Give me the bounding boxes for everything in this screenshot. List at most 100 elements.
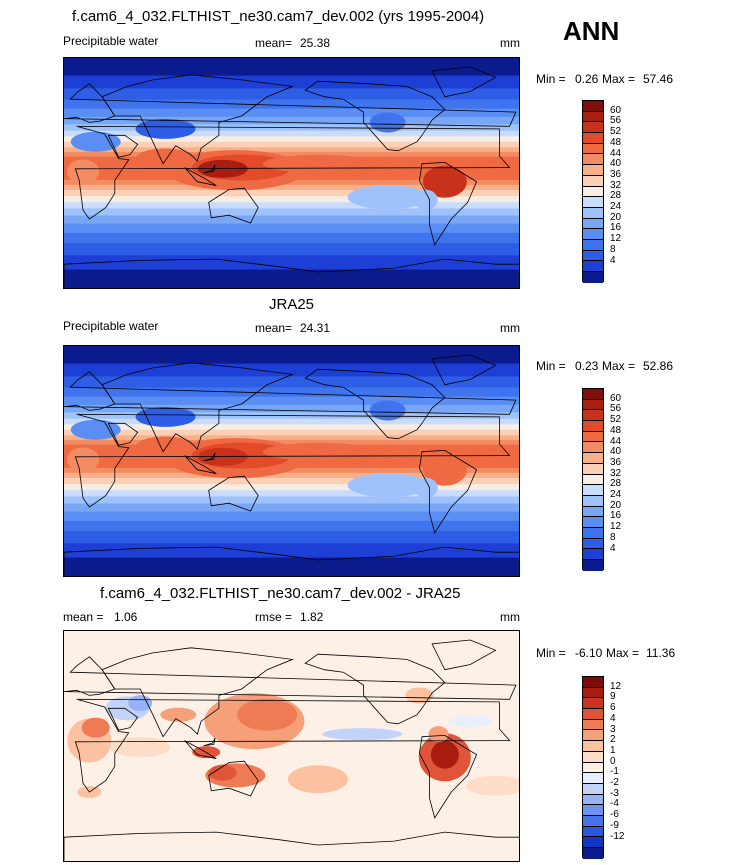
- colorbar-swatch: [583, 826, 603, 838]
- colorbar-tick-label: 52: [610, 126, 622, 138]
- colorbar-swatch: [583, 250, 603, 262]
- colorbar-swatch: [583, 463, 603, 475]
- panel1-max-value: 57.46: [643, 72, 674, 86]
- field-contour-patch: [197, 447, 248, 466]
- colorbar-swatches: [582, 676, 604, 859]
- panel2-units: mm: [500, 321, 520, 335]
- field-contour-patch: [128, 695, 153, 712]
- colorbar-tick-label: -6: [610, 809, 619, 821]
- field-contour-patch: [81, 717, 110, 738]
- colorbar-swatch: [583, 239, 603, 251]
- coastline: [107, 422, 139, 446]
- colorbar-swatch: [583, 186, 603, 198]
- field-contour-patch: [422, 165, 467, 198]
- field-contour-patch: [405, 687, 434, 704]
- colorbar-swatch: [583, 560, 603, 571]
- panel1-min-value: 0.26: [575, 72, 599, 86]
- colorbar-swatch: [583, 698, 603, 710]
- coastline: [418, 161, 478, 246]
- colorbar-swatch: [583, 805, 603, 816]
- colorbar-swatch: [583, 741, 603, 752]
- colorbar-tick-label: 4: [610, 542, 616, 554]
- colorbar-tick-label: 16: [610, 222, 622, 234]
- coastline: [101, 647, 295, 738]
- colorbar-swatch: [583, 495, 603, 507]
- field-contour-patch: [428, 726, 449, 743]
- panel2-max-value: 52.86: [643, 359, 674, 373]
- field-contour-patch: [262, 442, 373, 461]
- panel2-title: JRA25: [269, 296, 315, 313]
- coastline: [431, 639, 497, 671]
- field-contour-patch: [67, 159, 100, 184]
- panel3-title: f.cam6_4_032.FLTHIST_ne30.cam7_dev.002 -…: [100, 585, 461, 602]
- panel2-min-value: 0.23: [575, 359, 599, 373]
- panel3-colorbar: 12 9 6 4 3 2 1 0 -1 -2 -3 -4 -6 -9 -12: [582, 676, 624, 859]
- colorbar-swatch: [583, 175, 603, 187]
- colorbar-tick-label: 44: [610, 435, 622, 447]
- coastline: [64, 546, 519, 576]
- field-contour-patch: [70, 131, 121, 152]
- colorbar-tick-label: 48: [610, 136, 622, 148]
- colorbar-swatch: [583, 442, 603, 454]
- colorbar-tick-label: 48: [610, 424, 622, 436]
- colorbar-tick-label: 3: [610, 723, 616, 735]
- field-contour-patch: [322, 728, 403, 741]
- colorbar-tick-label: 8: [610, 243, 616, 255]
- season-label: ANN: [563, 16, 620, 46]
- colorbar-tick-label: 24: [610, 201, 622, 212]
- colorbar-swatches: [582, 100, 604, 283]
- coastline: [304, 80, 446, 152]
- colorbar-swatch: [583, 218, 603, 230]
- coastline: [74, 698, 511, 793]
- panel3-units: mm: [500, 610, 520, 624]
- colorbar-swatch: [583, 207, 603, 219]
- field-contour-patch: [135, 118, 196, 139]
- colorbar-tick-label: 44: [610, 147, 622, 159]
- colorbar-tick-label: -4: [610, 798, 619, 810]
- field-contour-patch: [208, 764, 237, 781]
- colorbar-tick-label: -9: [610, 819, 619, 831]
- coastline: [107, 134, 139, 158]
- colorbar-tick-label: 6: [610, 702, 616, 714]
- colorbar-tick-label: 56: [610, 115, 622, 127]
- colorbar-swatch: [583, 837, 603, 848]
- colorbar-swatch: [583, 431, 603, 443]
- colorbar-tick-label: 28: [610, 478, 622, 490]
- colorbar-swatch: [583, 399, 603, 411]
- colorbar-tick-label: -1: [610, 766, 619, 778]
- colorbar-swatch: [583, 474, 603, 486]
- colorbar-swatch: [583, 485, 603, 496]
- colorbar-swatch: [583, 101, 603, 112]
- colorbar-swatch: [583, 197, 603, 208]
- coastline: [101, 74, 295, 165]
- coastline: [101, 362, 295, 453]
- panel3-mean-label: mean =: [63, 610, 104, 624]
- colorbar-tick-label: 28: [610, 190, 622, 202]
- panel3-min-label: Min =: [536, 646, 566, 660]
- panel1-variable-label: Precipitable water: [63, 34, 159, 48]
- panel1-mean-label: mean=: [255, 36, 293, 50]
- field-contour-patch: [262, 154, 373, 173]
- colorbar-swatch: [583, 410, 603, 422]
- figure-title: f.cam6_4_032.FLTHIST_ne30.cam7_dev.002 (…: [72, 8, 485, 25]
- colorbar-tick-label: 32: [610, 179, 622, 191]
- field-contour-patch: [70, 419, 121, 440]
- colorbar-tick-label: 8: [610, 531, 616, 543]
- coastline: [74, 413, 511, 508]
- panel2-mean-label: mean=: [255, 321, 293, 335]
- colorbar-swatch: [583, 549, 603, 560]
- panel1-units: mm: [500, 36, 520, 50]
- colorbar-swatch: [583, 154, 603, 166]
- coastline: [418, 734, 478, 819]
- colorbar-tick-label: 9: [610, 691, 616, 703]
- coastline: [107, 707, 139, 731]
- field-contour-patch: [430, 740, 459, 769]
- colorbar-tick-label: -3: [610, 787, 619, 799]
- field-contour-patch: [369, 112, 406, 133]
- coastline: [184, 455, 217, 474]
- panel1-min-label: Min =: [536, 72, 566, 86]
- coastline: [203, 737, 216, 747]
- colorbar-tick-label: 36: [610, 456, 622, 468]
- colorbar-tick-label: 12: [610, 521, 622, 533]
- field-contour-patch: [197, 159, 248, 178]
